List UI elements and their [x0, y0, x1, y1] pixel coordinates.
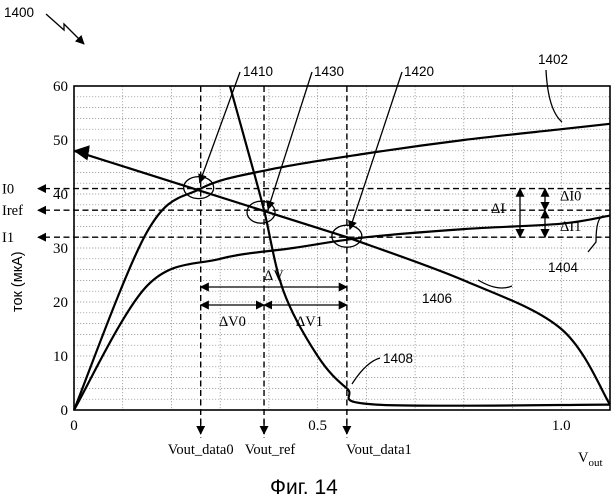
ref-label-1406: 1406 [422, 291, 452, 306]
ref-label-1404: 1404 [548, 260, 579, 275]
y-tick-label: 20 [53, 295, 68, 311]
delta-i0-label: ΔI0 [560, 189, 581, 205]
y-tick-label: 40 [53, 187, 68, 203]
level-label-i1: I1 [2, 230, 14, 246]
y-tick-label: 50 [53, 133, 68, 149]
x-tick-label: 1.0 [552, 418, 571, 434]
level-label-iref: Iref [2, 203, 23, 219]
x-tick-label: 0 [70, 418, 78, 434]
y-tick-label: 60 [53, 79, 68, 95]
delta-v1-label: ΔV1 [296, 314, 323, 330]
x-axis-label: Vout [578, 450, 603, 469]
grid [74, 86, 610, 410]
leader-1410 [200, 72, 240, 183]
level-label-i0: I0 [2, 182, 14, 198]
figure-caption: Фиг. 14 [270, 476, 338, 499]
leader-1402 [546, 70, 562, 122]
figure-number-label: 1400 [4, 5, 34, 20]
figure-number-arrow [46, 14, 84, 44]
ref-label-1410: 1410 [243, 64, 273, 79]
ref-label-1402: 1402 [538, 52, 568, 67]
leader-1408 [352, 358, 380, 384]
guide-lines: I0 Iref I1 Vout_data0 Vout_ref Vout_data1 1410… [2, 52, 610, 458]
voltage-label-data0: Vout_data0 [168, 442, 234, 458]
ref-label-1420: 1420 [404, 64, 434, 79]
ref-label-1430: 1430 [314, 64, 344, 79]
y-axis-label: ток (мкА) [10, 251, 26, 312]
y-tick-label: 10 [53, 349, 68, 365]
y-tick-label: 0 [61, 403, 69, 419]
delta-i-label: ΔI [491, 201, 505, 217]
leader-1420 [350, 72, 402, 229]
voltage-label-data1: Vout_data1 [346, 442, 412, 458]
x-axis-label-sub: out [588, 457, 602, 469]
voltage-label-ref: Vout_ref [245, 442, 296, 458]
curve-1408 [230, 86, 610, 406]
y-tick-label: 30 [53, 241, 68, 257]
delta-v0-label: ΔV0 [219, 314, 246, 330]
tick-labels: 0 10 20 30 40 50 60 0 0.5 1.0 [53, 79, 571, 434]
delta-i1-label: ΔI1 [560, 219, 581, 235]
leader-1404 [588, 216, 604, 252]
ref-label-1408: 1408 [383, 351, 413, 366]
leader-1406 [478, 280, 512, 288]
x-tick-label: 0.5 [308, 418, 327, 434]
x-axis-label-main: V [578, 450, 589, 466]
delta-v-label: ΔV [264, 268, 284, 284]
